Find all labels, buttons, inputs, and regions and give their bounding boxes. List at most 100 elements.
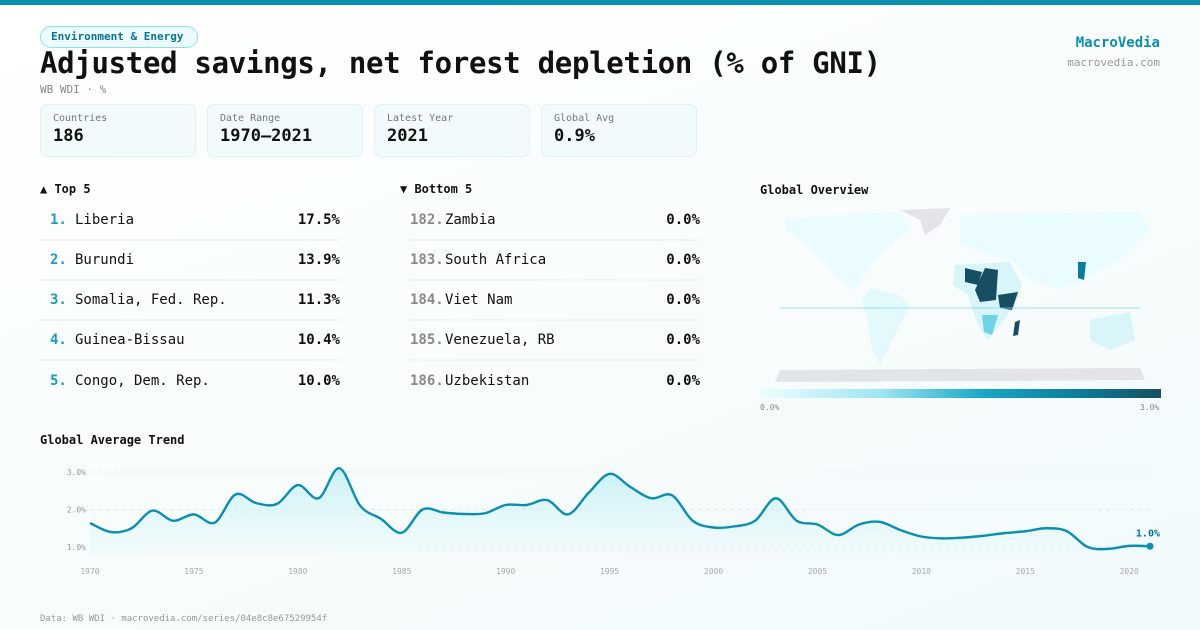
- se-asia: [1078, 262, 1086, 280]
- page-subtitle: WB WDI · %: [40, 83, 107, 96]
- last-value-label: 1.0%: [1136, 528, 1160, 539]
- country-name: Guinea-Bissau: [75, 332, 185, 348]
- list-item[interactable]: 4. Guinea-Bissau 10.4%: [40, 321, 340, 361]
- australia: [1090, 312, 1135, 350]
- list-item[interactable]: 3. Somalia, Fed. Rep. 11.3%: [40, 281, 340, 321]
- greenland: [900, 208, 950, 235]
- brand-url[interactable]: macrovedia.com: [1067, 56, 1160, 69]
- stat-label: Countries: [53, 113, 108, 124]
- category-badge[interactable]: Environment & Energy: [40, 26, 199, 48]
- y-tick-label: 3.0%: [67, 468, 86, 477]
- madagascar: [1013, 320, 1020, 336]
- footer-source: Data: WB WDI · macrovedia.com/series/04e…: [40, 614, 328, 624]
- bottom5-heading: ▼ Bottom 5: [400, 182, 473, 196]
- list-item[interactable]: 1. Liberia 17.5%: [40, 201, 340, 241]
- southern-africa: [982, 315, 998, 335]
- list-item[interactable]: 182. Zambia 0.0%: [410, 201, 700, 241]
- rank: 1.: [50, 212, 67, 228]
- list-item[interactable]: 5. Congo, Dem. Rep. 10.0%: [40, 361, 340, 401]
- x-tick-label: 1975: [184, 567, 203, 576]
- country-value: 0.0%: [666, 373, 700, 389]
- y-tick-label: 2.0%: [67, 506, 86, 515]
- top5-list: 1. Liberia 17.5% 2. Burundi 13.9% 3. Somalia,…: [40, 201, 340, 401]
- stat-value: 1970–2021: [220, 126, 313, 146]
- country-name: South Africa: [445, 252, 547, 268]
- x-tick-label: 1980: [288, 567, 307, 576]
- country-name: Somalia, Fed. Rep.: [75, 292, 227, 308]
- country-value: 0.0%: [666, 292, 700, 308]
- country-name: Viet Nam: [445, 292, 513, 308]
- africa-high-1: [965, 268, 982, 285]
- stat-latest-year: Latest Year 2021: [374, 104, 530, 157]
- x-tick-label: 2000: [704, 567, 723, 576]
- bottom5-list: 182. Zambia 0.0% 183. South Africa 0.0% 184.…: [410, 201, 700, 401]
- rank: 185.: [410, 332, 444, 348]
- country-value: 17.5%: [297, 212, 340, 228]
- eurasia: [960, 212, 1150, 290]
- south-america: [862, 288, 910, 365]
- country-name: Congo, Dem. Rep.: [75, 373, 210, 389]
- list-item[interactable]: 183. South Africa 0.0%: [410, 241, 700, 281]
- rank: 4.: [50, 332, 67, 348]
- north-america: [785, 212, 910, 290]
- country-name: Zambia: [445, 212, 496, 228]
- rank: 184.: [410, 292, 444, 308]
- trend-line: [89, 467, 1151, 551]
- brand-logo[interactable]: MacroVedia: [1075, 35, 1160, 51]
- map-heading: Global Overview: [760, 183, 869, 197]
- country-value: 11.3%: [297, 292, 340, 308]
- country-name: Venezuela, RB: [445, 332, 555, 348]
- trend-chart: 1.0% 2.0% 3.0% 1970 1975 1980 1985 1990 1995 2000…: [67, 467, 1160, 576]
- list-item[interactable]: 2. Burundi 13.9%: [40, 241, 340, 281]
- legend-min: 0.0%: [760, 403, 780, 412]
- rank: 5.: [50, 373, 67, 389]
- country-value: 0.0%: [666, 252, 700, 268]
- africa-high-2: [975, 268, 998, 302]
- x-tick-label: 2020: [1120, 567, 1139, 576]
- world-map[interactable]: [760, 200, 1160, 385]
- stat-countries: Countries 186: [40, 104, 196, 157]
- x-tick-label: 1970: [80, 567, 99, 576]
- country-value: 0.0%: [666, 212, 700, 228]
- rank: 182.: [410, 212, 444, 228]
- list-item[interactable]: 186. Uzbekistan 0.0%: [410, 361, 700, 401]
- x-tick-label: 2010: [912, 567, 931, 576]
- stat-label: Date Range: [220, 113, 281, 124]
- rank: 2.: [50, 252, 67, 268]
- page-title: Adjusted savings, net forest depletion (…: [40, 46, 881, 80]
- country-value: 0.0%: [666, 332, 700, 348]
- last-point-marker: [1146, 542, 1154, 550]
- color-scale-legend: [760, 389, 1161, 398]
- list-item[interactable]: 185. Venezuela, RB 0.0%: [410, 321, 700, 361]
- x-tick-label: 1995: [600, 567, 619, 576]
- x-tick-label: 1990: [496, 567, 515, 576]
- country-name: Burundi: [75, 252, 135, 268]
- stat-value: 2021: [387, 126, 428, 146]
- trend-area: [90, 468, 1150, 555]
- country-name: Uzbekistan: [445, 373, 530, 389]
- rank: 186.: [410, 373, 444, 389]
- list-item[interactable]: 184. Viet Nam 0.0%: [410, 281, 700, 321]
- legend-max: 3.0%: [1140, 403, 1160, 412]
- top-accent-bar: [0, 0, 1200, 5]
- x-tick-label: 1985: [392, 567, 411, 576]
- top5-heading: ▲ Top 5: [40, 182, 91, 196]
- country-value: 10.0%: [297, 373, 340, 389]
- country-name: Liberia: [75, 212, 135, 228]
- stat-global-avg: Global Avg 0.9%: [541, 104, 697, 157]
- stat-label: Latest Year: [387, 113, 454, 124]
- y-tick-label: 1.0%: [67, 543, 86, 552]
- country-value: 13.9%: [297, 252, 340, 268]
- stat-date-range: Date Range 1970–2021: [207, 104, 363, 157]
- stat-value: 186: [53, 126, 84, 146]
- x-tick-label: 2005: [808, 567, 827, 576]
- antarctica: [775, 368, 1145, 382]
- rank: 183.: [410, 252, 444, 268]
- stat-value: 0.9%: [554, 126, 595, 146]
- trend-heading: Global Average Trend: [40, 433, 185, 447]
- x-tick-label: 2015: [1016, 567, 1035, 576]
- rank: 3.: [50, 292, 67, 308]
- stat-label: Global Avg: [554, 113, 615, 124]
- africa-high-3: [998, 292, 1018, 310]
- country-value: 10.4%: [297, 332, 340, 348]
